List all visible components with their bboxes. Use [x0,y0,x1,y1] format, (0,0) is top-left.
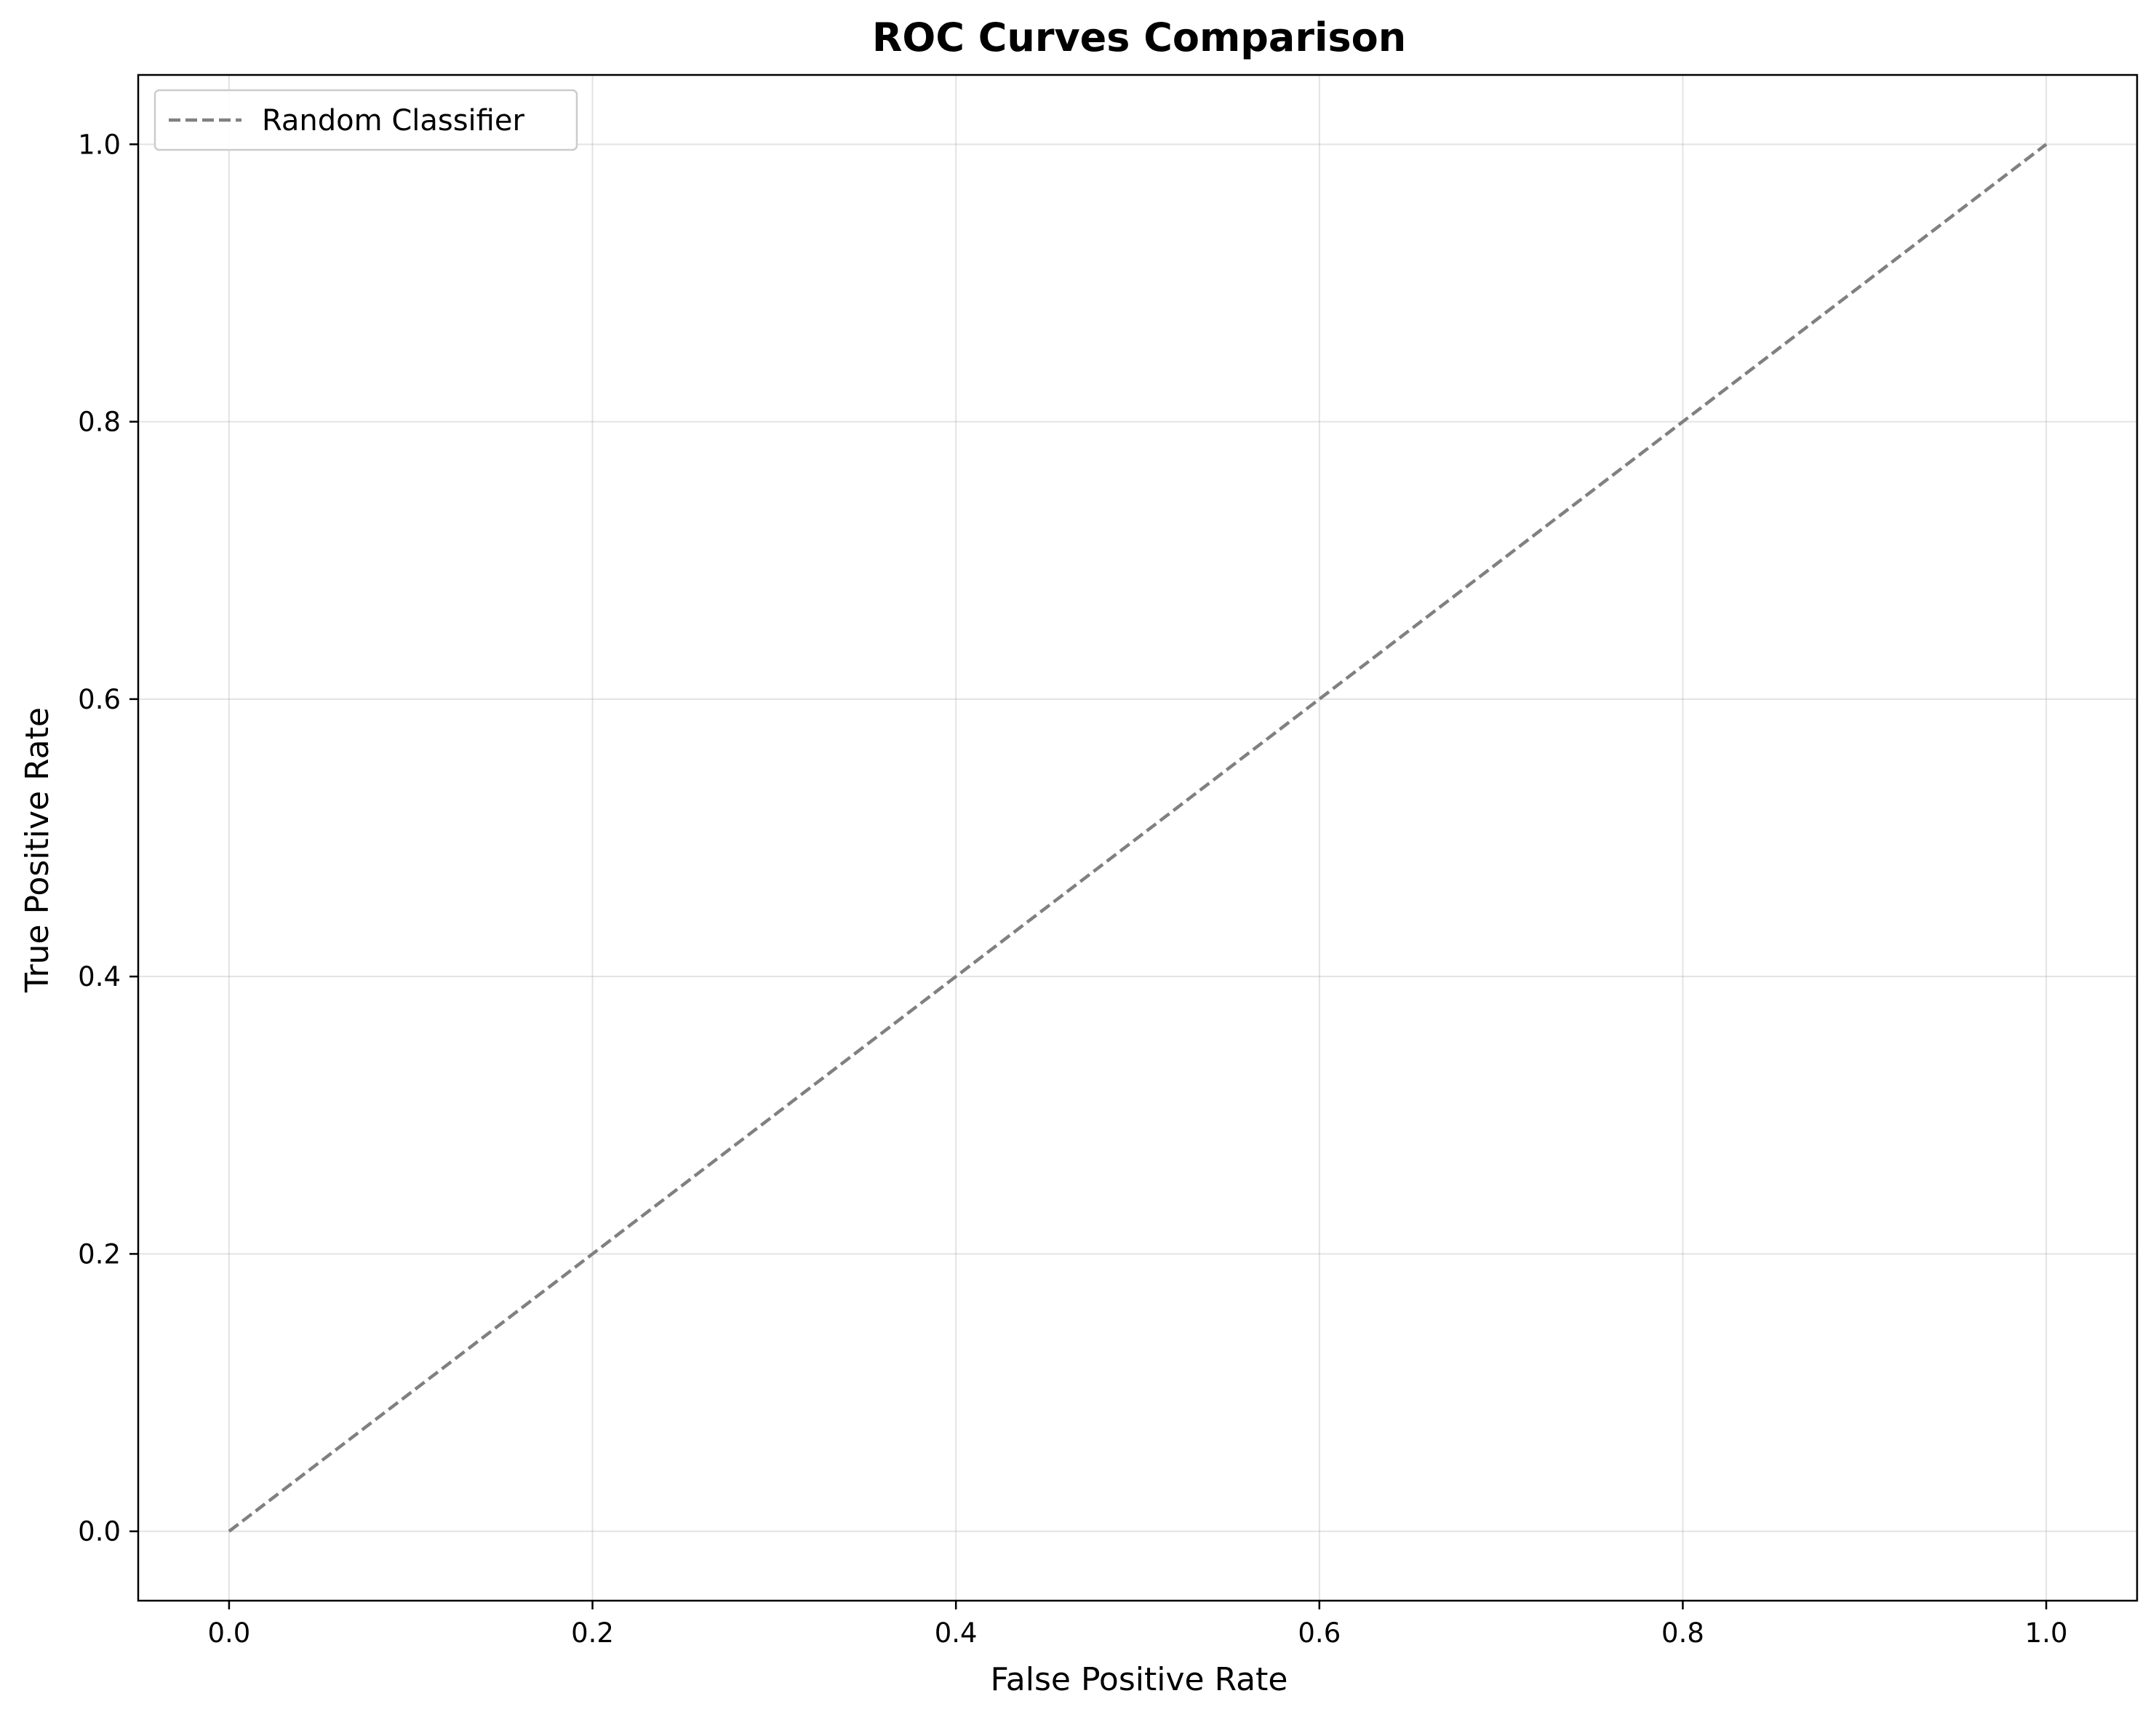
series-line-random-classifier [228,143,2048,1533]
x-tick-label: 0.6 [1298,1617,1341,1649]
y-tick-label: 1.0 [78,129,121,160]
legend-entry-random-classifier: Random Classifier [262,104,524,138]
x-tick-label: 1.0 [2025,1617,2068,1649]
x-tick-label: 0.4 [935,1617,978,1649]
legend: Random Classifier [153,89,578,151]
x-tick-label: 0.0 [207,1617,250,1649]
x-tick-label: 0.8 [1661,1617,1704,1649]
y-tick-label: 0.2 [78,1238,121,1270]
x-axis-label: False Positive Rate [991,1661,1288,1698]
y-tick-label: 0.6 [78,684,121,715]
x-tick-label: 0.2 [571,1617,614,1649]
legend-box [153,89,578,151]
y-tick-label: 0.0 [78,1516,121,1548]
plot-frame [137,73,2139,1602]
y-axis-label: True Positive Rate [19,707,56,993]
axis-ticks: 0.0 0.2 0.4 0.6 0.8 1.0 0.0 0.2 0.4 0.6 0.8 1.0 [78,129,2067,1649]
y-tick-label: 0.8 [78,407,121,438]
chart-title: ROC Curves Comparison [872,15,1406,60]
y-tick-label: 0.4 [78,961,121,992]
series-layer [228,143,2048,1533]
